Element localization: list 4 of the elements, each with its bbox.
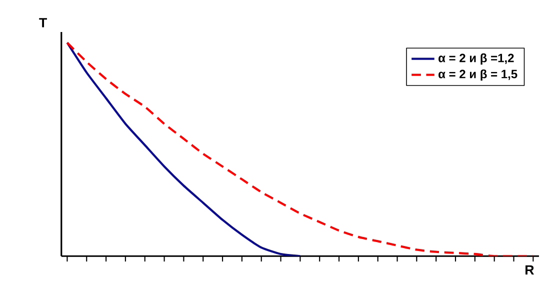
- legend-label: α = 2 и β = 1,5: [438, 69, 518, 81]
- x-axis-title: R: [526, 265, 534, 274]
- legend-label: α = 2 и β =1,2: [438, 53, 514, 65]
- y-axis-title: T: [39, 18, 47, 28]
